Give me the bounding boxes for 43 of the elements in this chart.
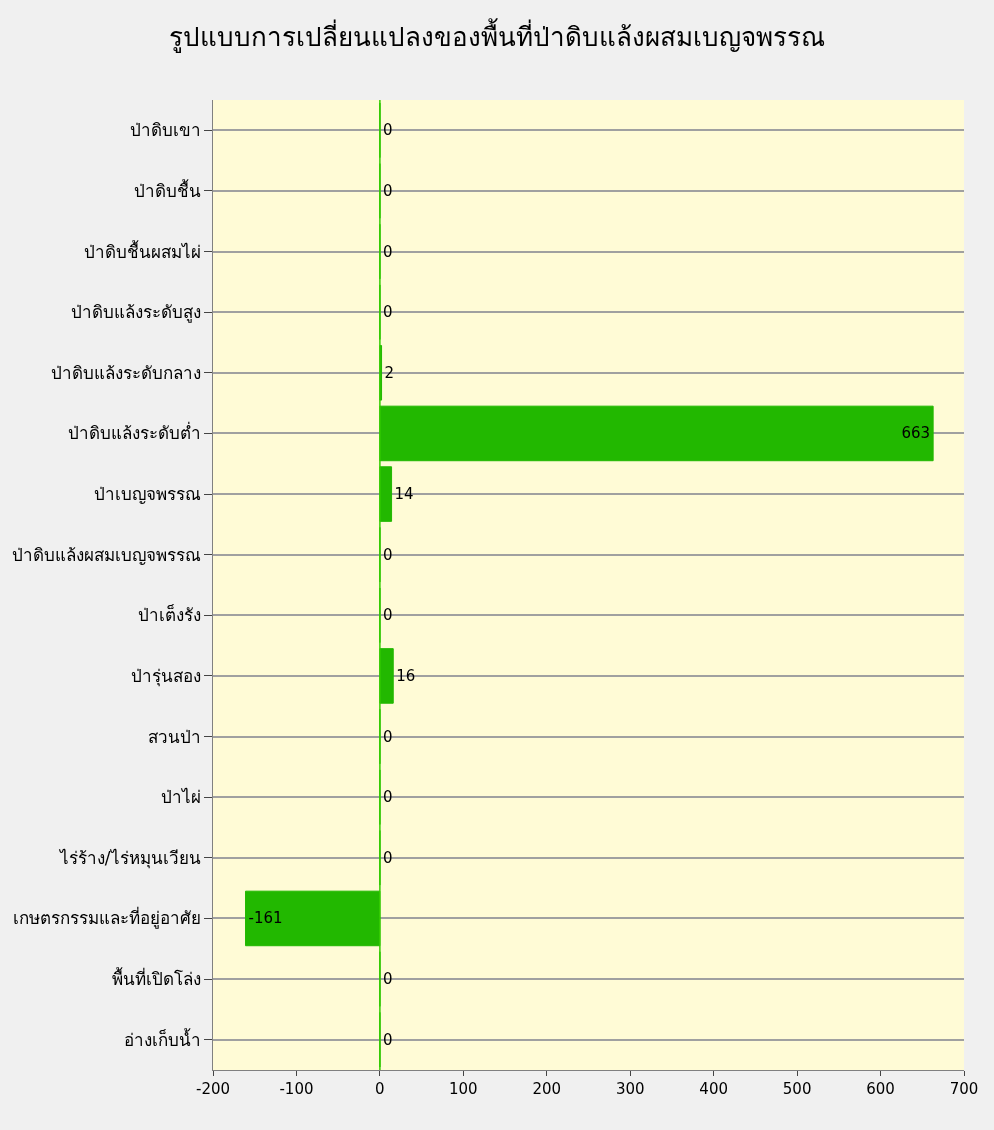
y-tick-label: ป่าดิบแล้งผสมเบญจพรรณ bbox=[11, 544, 201, 565]
data-label: 0 bbox=[382, 970, 393, 989]
data-label: 0 bbox=[382, 727, 393, 746]
y-tick-label: ป่าดิบชื้นผสมไผ่ bbox=[83, 239, 201, 262]
y-tick-label: เกษตรกรรมและที่อยู่อาศัย bbox=[12, 906, 201, 930]
y-tick-label: ป่าดิบแล้งระดับกลาง bbox=[50, 362, 201, 383]
x-tick-label: 100 bbox=[449, 1080, 478, 1098]
data-label: 0 bbox=[382, 848, 393, 867]
y-tick-label: ป่าเต็งรัง bbox=[137, 604, 201, 626]
x-tick-label: 300 bbox=[615, 1080, 645, 1098]
y-tick-label: ป่าไผ่ bbox=[160, 787, 201, 808]
y-tick-label: ป่าดิบแล้งระดับต่ำ bbox=[67, 421, 201, 444]
y-tick-label: ป่าเบญจพรรณ bbox=[93, 484, 201, 505]
x-tick-label: 500 bbox=[782, 1080, 812, 1098]
x-tick-label: 700 bbox=[949, 1080, 979, 1098]
data-label: 0 bbox=[382, 1030, 393, 1049]
data-label: 0 bbox=[382, 181, 393, 200]
y-tick-label: ไร่ร้าง/ไร่หมุนเวียน bbox=[57, 847, 201, 869]
x-tick-label: -200 bbox=[195, 1080, 231, 1098]
data-label: 0 bbox=[382, 121, 393, 140]
data-label: 2 bbox=[384, 363, 395, 382]
data-label: 0 bbox=[382, 303, 393, 322]
data-label: 0 bbox=[382, 242, 393, 261]
data-label: 0 bbox=[382, 606, 393, 625]
y-tick-label: ป่าดิบชื้น bbox=[133, 178, 201, 201]
x-tick-label: 400 bbox=[699, 1080, 728, 1098]
data-label: 16 bbox=[396, 666, 416, 685]
data-label: 14 bbox=[394, 485, 414, 504]
y-tick-label: ป่ารุ่นสอง bbox=[130, 665, 201, 687]
y-tick-label: ป่าดิบเขา bbox=[129, 120, 201, 141]
x-tick-label: -100 bbox=[279, 1080, 314, 1098]
y-tick-label: พื้นที่เปิดโล่ง bbox=[111, 967, 201, 990]
data-label: 0 bbox=[382, 788, 393, 807]
y-tick-label: อ่างเก็บน้ำ bbox=[123, 1027, 201, 1050]
y-tick-label: ป่าดิบแล้งระดับสูง bbox=[70, 302, 201, 324]
data-label: 0 bbox=[382, 545, 393, 564]
x-tick-label: 200 bbox=[532, 1080, 562, 1098]
data-label: 663 bbox=[901, 424, 931, 443]
data-label: -161 bbox=[248, 909, 283, 928]
x-tick-label: 600 bbox=[866, 1080, 895, 1098]
x-tick-label: 0 bbox=[375, 1080, 385, 1098]
y-tick-label: สวนป่า bbox=[147, 726, 201, 747]
chart-title: รูปแบบการเปลี่ยนแปลงของพื้นที่ป่าดิบแล้งผสมเบญจพรรณ bbox=[169, 18, 825, 54]
